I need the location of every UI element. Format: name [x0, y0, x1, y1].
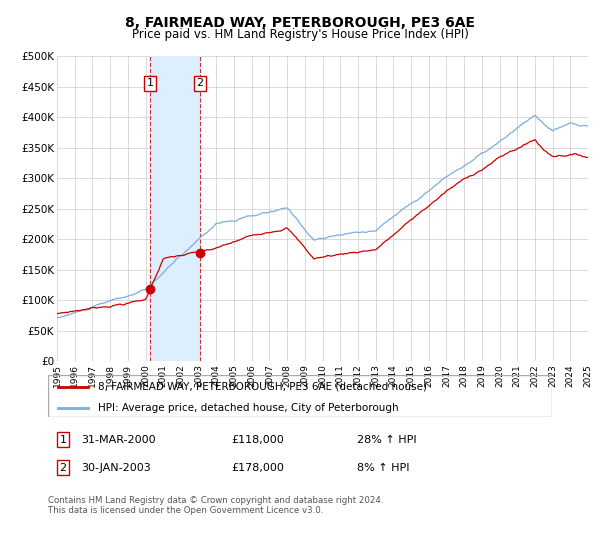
Text: 2: 2 — [196, 78, 203, 88]
Text: Price paid vs. HM Land Registry's House Price Index (HPI): Price paid vs. HM Land Registry's House … — [131, 28, 469, 41]
Text: £118,000: £118,000 — [231, 435, 284, 445]
Text: 8% ↑ HPI: 8% ↑ HPI — [357, 463, 409, 473]
Text: 8, FAIRMEAD WAY, PETERBOROUGH, PE3 6AE (detached house): 8, FAIRMEAD WAY, PETERBOROUGH, PE3 6AE (… — [98, 382, 427, 392]
Text: 1: 1 — [59, 435, 67, 445]
Text: 31-MAR-2000: 31-MAR-2000 — [81, 435, 155, 445]
Text: HPI: Average price, detached house, City of Peterborough: HPI: Average price, detached house, City… — [98, 403, 399, 413]
Text: 1: 1 — [146, 78, 154, 88]
Text: 30-JAN-2003: 30-JAN-2003 — [81, 463, 151, 473]
Bar — [150, 56, 200, 361]
Text: 28% ↑ HPI: 28% ↑ HPI — [357, 435, 416, 445]
Text: Contains HM Land Registry data © Crown copyright and database right 2024.
This d: Contains HM Land Registry data © Crown c… — [48, 496, 383, 515]
Text: 2: 2 — [59, 463, 67, 473]
Text: 8, FAIRMEAD WAY, PETERBOROUGH, PE3 6AE: 8, FAIRMEAD WAY, PETERBOROUGH, PE3 6AE — [125, 16, 475, 30]
Text: £178,000: £178,000 — [231, 463, 284, 473]
